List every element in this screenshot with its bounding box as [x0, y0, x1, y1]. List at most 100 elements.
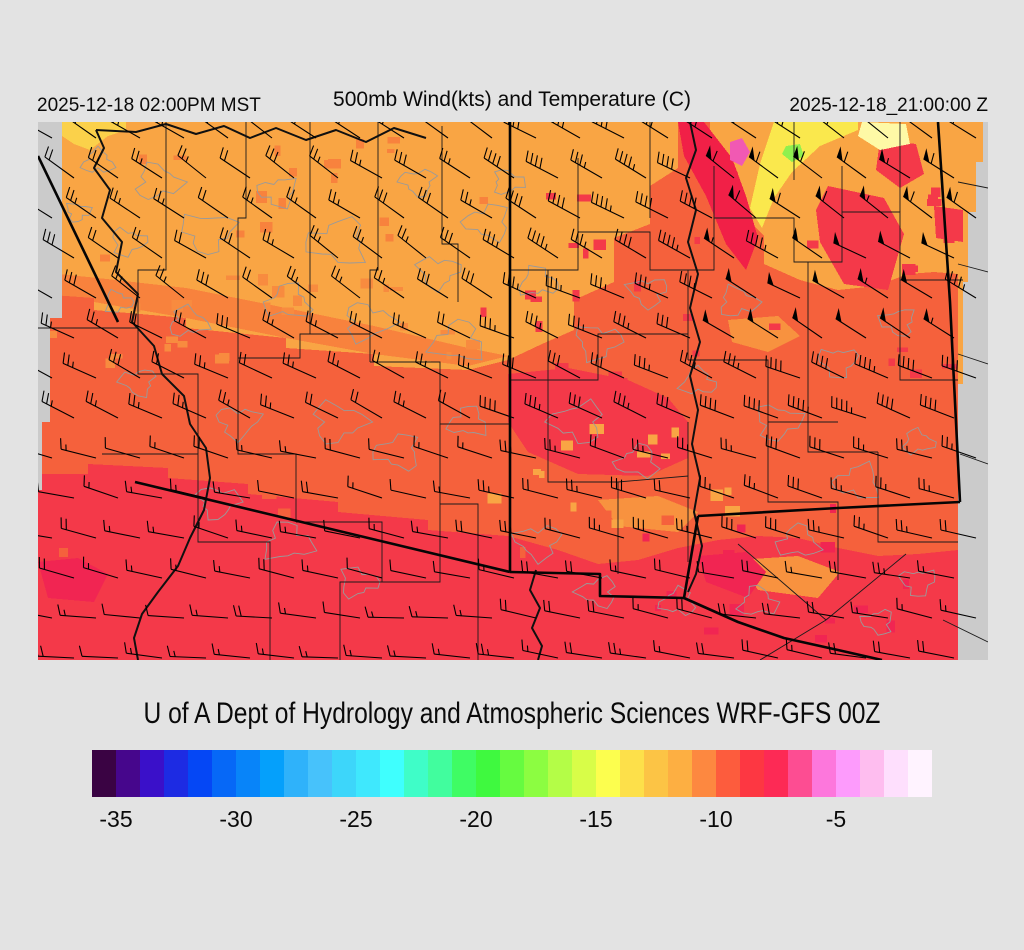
wind-barb	[416, 526, 419, 533]
wind-barb	[517, 122, 520, 130]
wind-barb	[595, 122, 598, 125]
wind-barb	[902, 195, 933, 219]
wind-barb	[265, 155, 295, 179]
wind-barb-pennant	[923, 308, 930, 323]
wind-barb	[257, 480, 260, 492]
wind-barb	[656, 312, 659, 324]
wind-barb	[159, 268, 165, 280]
wind-barb	[502, 353, 505, 365]
wind-barb	[538, 403, 541, 411]
colorbar-tick-label: -5	[825, 806, 847, 832]
wind-barb	[503, 122, 537, 139]
terrain-contour	[657, 584, 697, 617]
wind-barb	[898, 364, 933, 379]
wind-barb	[958, 276, 962, 288]
state-borders	[38, 122, 962, 660]
temp-speckle	[288, 168, 297, 177]
temp-speckle	[888, 358, 895, 366]
wind-barb	[897, 608, 933, 619]
wind-barb	[393, 401, 427, 419]
wind-barb	[962, 284, 966, 291]
wind-barb	[219, 227, 224, 239]
county-line	[807, 360, 878, 453]
wind-barb-pennant	[833, 231, 840, 246]
wind-barb	[163, 276, 167, 283]
wind-barb	[627, 322, 630, 329]
wind-barb	[212, 481, 216, 493]
wind-barb	[912, 359, 915, 371]
wind-barb	[776, 192, 781, 204]
temp-speckle	[261, 493, 277, 499]
county-line	[899, 280, 958, 381]
wind-barb	[347, 486, 383, 499]
wind-barb	[786, 571, 823, 579]
wind-barb	[866, 195, 870, 202]
wind-barb	[696, 561, 700, 573]
wind-barb	[737, 362, 740, 369]
wind-barb	[653, 558, 656, 570]
wind-barb	[552, 192, 556, 204]
wind-barb	[698, 571, 735, 579]
wind-barb	[438, 486, 441, 493]
wind-barb	[108, 525, 111, 532]
wind-barb	[686, 122, 713, 139]
border-line	[682, 515, 700, 599]
wind-barb	[152, 526, 155, 533]
wind-barb	[661, 153, 665, 165]
wind-barb	[482, 239, 515, 259]
wind-barb	[920, 404, 955, 419]
temp-speckle	[404, 453, 414, 460]
wind-barb	[828, 642, 831, 654]
wind-barb	[87, 226, 93, 238]
wind-barb	[306, 565, 309, 572]
wind-barb	[764, 244, 767, 251]
wind-barb	[924, 395, 927, 407]
terrain-contour	[413, 256, 462, 294]
wind-barb	[566, 570, 603, 579]
wind-barb	[613, 321, 647, 339]
colorbar-cell	[884, 750, 908, 797]
wind-barb	[50, 400, 53, 407]
wind-barb	[305, 320, 339, 339]
wind-barb	[750, 232, 754, 244]
wind-barb	[219, 147, 224, 159]
wind-barb	[787, 474, 790, 487]
border-line	[134, 480, 511, 574]
wind-barb	[850, 601, 853, 613]
wind-barb	[808, 611, 845, 619]
wind-barb	[765, 365, 801, 379]
wind-barb	[286, 196, 317, 219]
wind-barb	[755, 151, 761, 163]
valid-time-utc-label: 2025-12-18_21:00:00 Z	[789, 95, 988, 116]
wind-barb	[502, 272, 506, 284]
temp-speckle	[593, 239, 606, 251]
wind-barb	[352, 226, 358, 237]
wind-barb	[309, 145, 315, 157]
wind-barb	[232, 605, 237, 617]
wind-barb	[774, 122, 801, 139]
wind-barb	[411, 616, 449, 619]
wind-barb	[781, 122, 784, 127]
temp-speckle	[886, 620, 896, 633]
wind-barb	[40, 312, 44, 324]
wind-barb	[499, 598, 502, 610]
wind-barb	[62, 352, 66, 364]
colorbar-cell	[596, 750, 620, 797]
wind-barb	[744, 484, 779, 499]
temp-speckle	[648, 434, 658, 445]
wind-barb	[876, 392, 880, 404]
wind-barb	[170, 568, 207, 579]
wind-barb	[527, 479, 529, 491]
wind-barb	[235, 519, 238, 531]
temp-speckle	[473, 524, 484, 534]
wind-barb	[336, 360, 339, 367]
wind-barb	[405, 236, 409, 243]
wind-barb	[941, 365, 977, 379]
wind-barb	[946, 436, 948, 448]
wind-barb	[131, 158, 163, 179]
wind-barb	[282, 352, 286, 364]
temp-speckle	[661, 515, 674, 525]
wind-barb	[748, 396, 751, 408]
colorbar-cell	[476, 750, 500, 797]
wind-barb	[648, 283, 651, 290]
